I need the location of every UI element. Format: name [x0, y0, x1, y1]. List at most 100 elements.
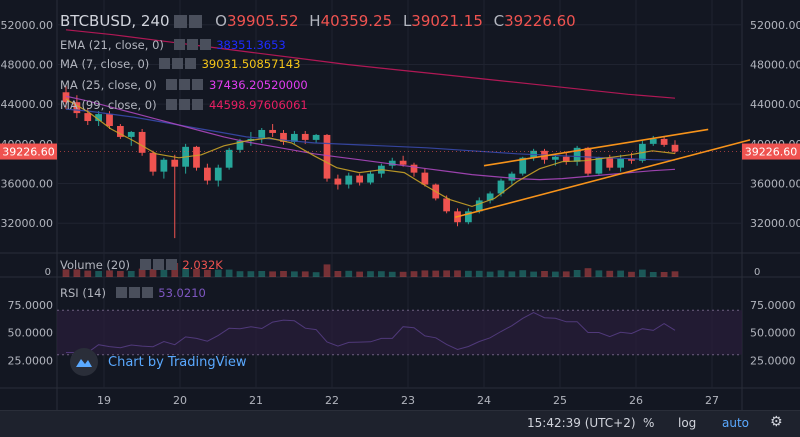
indicator-ema-row[interactable]: EMA (21, close, 0) 38351.3653	[60, 38, 286, 53]
volume-bar	[530, 271, 537, 277]
settings-icon[interactable]	[179, 98, 191, 110]
close-icon[interactable]	[199, 38, 211, 50]
percent-toggle[interactable]: %	[643, 416, 655, 430]
volume-bar	[573, 270, 581, 277]
candle-body	[399, 160, 407, 165]
indicator-ma25-row[interactable]: MA (25, close, 0) 37436.20520000	[60, 78, 308, 93]
volume-bar	[247, 271, 255, 277]
volume-bar	[475, 270, 483, 277]
close-icon[interactable]	[184, 57, 196, 69]
settings-icon[interactable]	[128, 286, 140, 298]
high-key: H	[309, 12, 321, 30]
volume-bar	[334, 271, 342, 277]
volume-bar	[171, 263, 179, 277]
close-icon[interactable]	[141, 286, 153, 298]
rsi-legend[interactable]: RSI (14) 53.0210	[60, 286, 206, 301]
tradingview-watermark[interactable]: Chart by TradingView	[70, 348, 246, 376]
close-icon[interactable]	[192, 78, 204, 90]
volume-bar	[649, 272, 657, 277]
open-key: O	[215, 12, 227, 30]
log-toggle[interactable]: log	[678, 416, 697, 430]
settings-icon[interactable]	[186, 38, 198, 50]
volume-bar	[301, 271, 309, 277]
volume-bar	[73, 269, 81, 277]
auto-toggle[interactable]: auto	[722, 416, 750, 430]
volume-bar	[367, 271, 374, 277]
candle-body	[160, 159, 168, 172]
volume-bar	[432, 270, 440, 277]
candle-body	[552, 156, 559, 160]
symbol-label[interactable]: BTCBUSD, 240	[60, 12, 170, 30]
volume-bar	[182, 268, 189, 277]
candle-body	[106, 114, 113, 127]
candle-body	[475, 200, 483, 212]
volume-bar	[595, 270, 603, 277]
volume-bar	[280, 271, 287, 277]
volume-bar	[497, 270, 505, 277]
eye-icon[interactable]	[139, 258, 151, 270]
eye-icon[interactable]	[158, 57, 170, 69]
volume-bar	[606, 270, 614, 277]
candle-body	[127, 131, 135, 137]
volume-bar	[138, 268, 146, 277]
close-icon[interactable]	[165, 258, 177, 270]
time-tick-label: 21	[249, 394, 263, 407]
volume-legend[interactable]: Volume (20) 2.032K	[60, 258, 223, 273]
price-tick-label-left: 36000.00	[1, 178, 54, 191]
candle-body	[312, 134, 320, 140]
settings-icon[interactable]	[189, 15, 203, 28]
indicator-ema-label: EMA (21, close, 0)	[60, 38, 164, 52]
high-value: 40359.25	[320, 12, 393, 30]
time-tick-label: 24	[477, 394, 491, 407]
candle-body	[562, 156, 570, 162]
rsi-band	[57, 310, 742, 355]
candle-body	[573, 147, 581, 162]
candle-body	[258, 129, 266, 139]
rsi-tick-label-right: 50.0000	[750, 327, 796, 340]
indicator-ma7-row[interactable]: MA (7, close, 0) 39031.50857143	[60, 57, 300, 72]
candle-body	[367, 173, 374, 183]
indicator-ma99-label: MA (99, close, 0)	[60, 98, 157, 112]
candle-body	[236, 140, 244, 150]
last-price-label-right: 39226.60	[745, 146, 798, 159]
settings-icon[interactable]	[179, 78, 191, 90]
eye-icon[interactable]	[166, 98, 178, 110]
last-price-badge-right	[742, 143, 800, 160]
rsi-line	[66, 311, 676, 353]
volume-bar	[508, 271, 516, 277]
volume-bar	[236, 271, 244, 277]
eye-icon[interactable]	[173, 38, 185, 50]
watermark-text: Chart by TradingView	[108, 354, 247, 370]
time-tick-label: 23	[401, 394, 415, 407]
time-tick-label: 25	[553, 394, 567, 407]
candle-body	[508, 173, 516, 181]
ma7-line	[65, 98, 676, 208]
rsi-label: RSI (14)	[60, 286, 106, 300]
candle-body	[95, 114, 102, 122]
volume-bar	[312, 272, 320, 277]
eye-icon[interactable]	[174, 15, 188, 28]
indicator-ma99-row[interactable]: MA (99, close, 0) 44598.97606061	[60, 98, 308, 113]
eye-icon[interactable]	[115, 286, 127, 298]
volume-bar	[617, 270, 624, 277]
price-tick-label-left: 48000.00	[1, 58, 54, 71]
indicator-ma25-label: MA (25, close, 0)	[60, 78, 157, 92]
candle-body	[204, 167, 211, 181]
candle-body	[323, 134, 331, 179]
price-tick-label-left: 52000.00	[1, 19, 54, 32]
time-tick-label: 22	[325, 394, 339, 407]
settings-icon[interactable]	[171, 57, 183, 69]
eye-icon[interactable]	[166, 78, 178, 90]
price-tick-label-left: 44000.00	[1, 98, 54, 111]
candle-body	[628, 158, 635, 161]
candle-body	[117, 126, 124, 137]
indicator-ma7-value: 39031.50857143	[201, 57, 301, 71]
gear-icon[interactable]: ⚙	[770, 414, 783, 430]
candle-body	[649, 138, 657, 144]
candle-body	[410, 164, 418, 173]
candle-body	[138, 131, 146, 153]
settings-icon[interactable]	[152, 258, 164, 270]
close-icon[interactable]	[192, 98, 204, 110]
chart-header: BTCBUSD, 240 O39905.52 H40359.25 L39021.…	[60, 12, 576, 30]
